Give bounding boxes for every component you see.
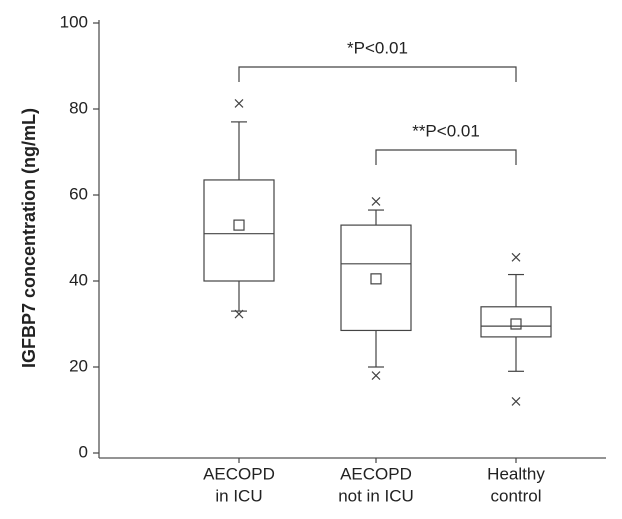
y-tick-label: 0 [79,442,88,461]
significance-bracket [375,149,517,165]
significance-label: **P<0.01 [412,121,480,140]
outlier [511,396,521,406]
outlier [371,197,381,206]
x-tick-label: control [490,486,541,505]
outlier [234,98,244,108]
x-tick-label: not in ICU [338,486,414,505]
x-tick-label: AECOPD [203,464,275,483]
y-axis-label: IGFBP7 concentration (ng/mL) [19,108,39,368]
x-tick-label: Healthy [487,464,545,483]
outlier [371,371,381,381]
y-tick-label: 100 [60,12,88,31]
box [340,224,412,332]
mean [510,318,522,330]
y-tick-label: 20 [69,356,88,375]
x-tick-label: in ICU [215,486,262,505]
significance-bracket [238,66,517,82]
significance-label: *P<0.01 [347,38,408,57]
x-tick-label: AECOPD [340,464,412,483]
mean [233,219,245,231]
outlier [234,309,244,319]
y-tick-label: 40 [69,270,88,289]
y-tick-label: 80 [69,98,88,117]
outlier [511,252,521,262]
mean [370,273,382,285]
box [480,306,552,338]
y-tick-label: 60 [69,184,88,203]
